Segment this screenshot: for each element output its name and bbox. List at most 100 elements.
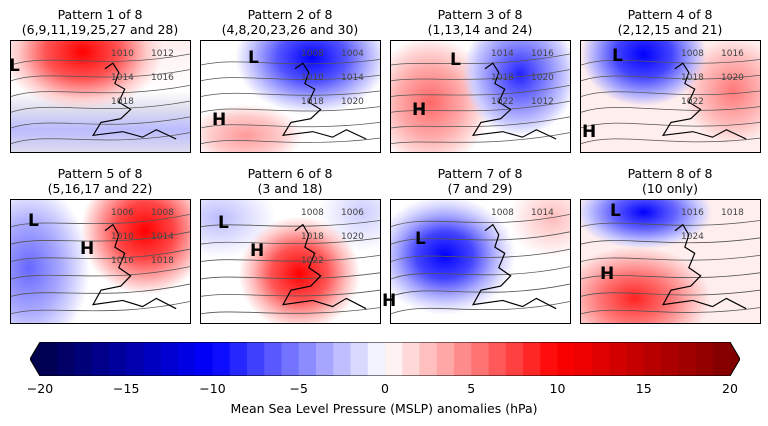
low-pressure-marker: L <box>610 201 621 221</box>
isobar <box>201 307 380 315</box>
map-panel-5: 1006 1008 1010 1014 1016 1018 <box>10 199 191 324</box>
isobar <box>581 106 760 113</box>
high-pressure-marker: H <box>582 122 597 142</box>
isobar <box>391 301 570 315</box>
panel-subtitle: (3 and 18) <box>257 181 323 196</box>
contour-label: 1018 <box>491 73 514 83</box>
contour-label: 1010 <box>301 73 324 83</box>
colorbar-bin <box>91 342 110 376</box>
contour-label: 1020 <box>531 73 554 83</box>
isobar <box>581 59 760 66</box>
contour-layer <box>391 53 570 145</box>
colorbar-bin <box>523 342 541 376</box>
colorbar-bin <box>229 342 248 376</box>
colorbar-bin <box>40 342 58 376</box>
colorbar-bin <box>385 342 403 376</box>
colorbar-bin <box>333 342 351 376</box>
contour-label: 1018 <box>151 256 174 266</box>
coastline <box>471 62 557 140</box>
coastline <box>661 223 747 310</box>
contour-layer <box>581 59 760 145</box>
isobar <box>11 231 190 245</box>
isobar <box>11 213 190 228</box>
isobar <box>391 69 570 82</box>
isobar <box>391 116 570 129</box>
high-pressure-marker: H <box>250 241 265 261</box>
colorbar-bin <box>695 342 714 376</box>
colorbar-bin <box>367 342 386 376</box>
contour-label: 1018 <box>721 208 744 218</box>
colorbar-tick-label: 20 <box>722 381 738 396</box>
colorbar-bin <box>540 342 558 376</box>
colorbar-bin <box>609 342 627 376</box>
isobar <box>581 272 760 280</box>
isobar <box>391 53 570 66</box>
low-pressure-marker: L <box>248 48 259 68</box>
panel-subtitle: (1,13,14 and 24) <box>427 22 533 37</box>
isobar <box>201 254 380 262</box>
panel-title-line: Pattern 8 of 8 <box>627 166 713 181</box>
colorbar-bin <box>626 342 645 376</box>
panel-title: Pattern 6 of 8 (3 and 18) <box>195 166 385 196</box>
isobar <box>201 272 380 280</box>
colorbar-bin <box>402 342 420 376</box>
colorbar-bin <box>74 342 93 376</box>
panel-title-line: Pattern 2 of 8 <box>247 7 333 22</box>
colorbar-bin <box>661 342 679 376</box>
isobar <box>11 301 190 315</box>
isobar <box>201 220 380 228</box>
contour-layer <box>201 59 380 145</box>
map-panel-4: 1008 1016 1018 1020 1022 <box>580 40 761 153</box>
contour-label: 1010 <box>111 49 134 59</box>
isobar <box>391 283 570 297</box>
colorbar-bin <box>178 342 196 376</box>
colorbar-bin <box>419 342 438 376</box>
isobar <box>581 289 760 297</box>
low-pressure-marker: L <box>415 229 426 249</box>
isobar <box>201 122 380 129</box>
contour-label: 1024 <box>681 232 704 242</box>
map-panel-2: 1008 1004 1010 1014 1018 1020 <box>200 40 381 153</box>
colorbar-tick-label: 15 <box>635 381 652 396</box>
colorbar-bin <box>316 342 334 376</box>
panel-title: Pattern 3 of 8 (1,13,14 and 24) <box>385 7 575 37</box>
panel-subtitle: (6,9,11,19,25,27 and 28) <box>21 22 179 37</box>
isobar <box>11 116 190 129</box>
isobar <box>391 100 570 113</box>
contour-label: 1010 <box>111 232 134 242</box>
contour-label: 1016 <box>531 49 554 59</box>
contour-label: 1008 <box>301 208 324 218</box>
panel-title-line: Pattern 5 of 8 <box>57 166 143 181</box>
contour-label: 1018 <box>681 73 704 83</box>
colorbar-bin <box>57 342 75 376</box>
colorbar-tick-label: −15 <box>113 381 140 396</box>
panel-title: Pattern 8 of 8 (10 only) <box>575 166 765 196</box>
colorbar-bin <box>109 342 127 376</box>
contour-layer <box>581 220 760 315</box>
colorbar-bin <box>436 342 455 376</box>
isobar <box>391 266 570 280</box>
coastline <box>281 223 367 310</box>
colorbar-bin <box>678 342 696 376</box>
panel-subtitle: (7 and 29) <box>447 181 513 196</box>
isobar <box>201 106 380 113</box>
contour-label: 1018 <box>111 97 134 107</box>
contour-label: 1012 <box>151 49 174 59</box>
contour-label: 1006 <box>111 208 134 218</box>
panel-title-line: Pattern 7 of 8 <box>437 166 523 181</box>
panel-title: Pattern 7 of 8 (7 and 29) <box>385 166 575 196</box>
isobar <box>581 254 760 262</box>
colorbar-tick-label: −5 <box>289 381 308 396</box>
contour-layer <box>201 220 380 315</box>
contour-label: 1014 <box>151 232 174 242</box>
isobar <box>11 266 190 280</box>
contour-label: 1008 <box>301 49 324 59</box>
map-panel-3: 1014 1016 1018 1020 1022 1012 <box>390 40 571 153</box>
contour-layer <box>11 53 190 145</box>
isobar <box>11 53 190 66</box>
contour-label: 1022 <box>301 256 324 266</box>
colorbar-bin <box>160 342 179 376</box>
isobar <box>581 137 760 145</box>
isobar <box>581 122 760 129</box>
isobar <box>581 307 760 315</box>
